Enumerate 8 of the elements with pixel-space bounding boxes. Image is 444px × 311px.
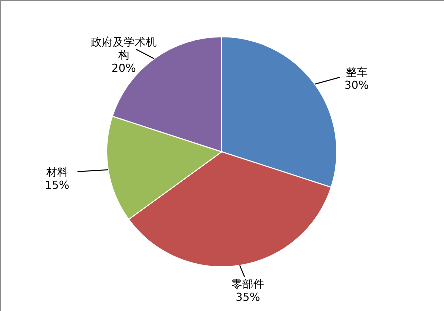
slice-label: 零部件 <box>232 278 265 291</box>
data-label: 30% <box>344 78 370 92</box>
slice-label: 整车 <box>346 66 368 79</box>
data-label: 15% <box>45 179 70 192</box>
slice-label: 材料 <box>45 166 68 180</box>
data-label: 35% <box>236 290 260 304</box>
data-label: 20% <box>112 62 136 76</box>
slice-label: 政府及学术机构 <box>90 36 157 62</box>
